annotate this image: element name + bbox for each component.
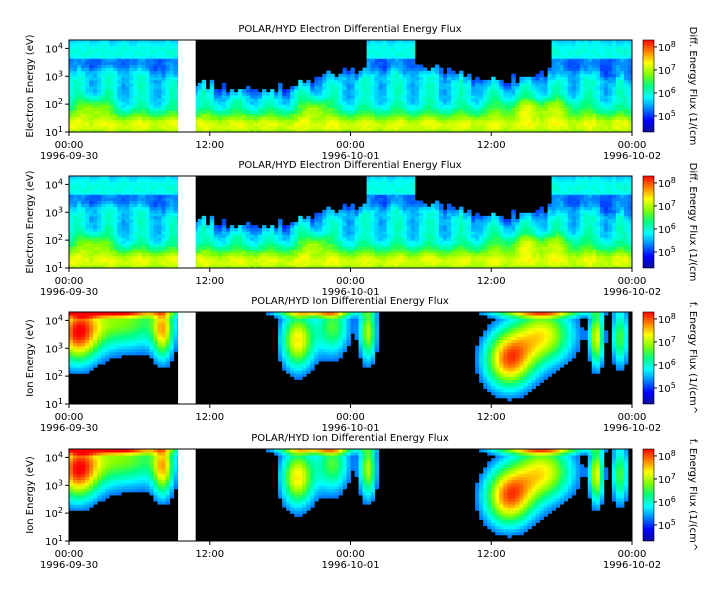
y-tick-label: 103	[45, 205, 63, 219]
x-tick-time: 12:00	[477, 276, 506, 287]
y-axis-label: Ion Energy (eV)	[25, 456, 36, 534]
data-gap	[178, 176, 196, 268]
x-tick-date: 1996-10-02	[603, 151, 661, 162]
y-tick-label: 104	[45, 313, 63, 327]
panel-title: POLAR/HYD Electron Differential Energy F…	[238, 160, 461, 171]
panel-4: POLAR/HYD Ion Differential Energy Flux Io…	[25, 433, 698, 571]
colorbar-tick-label: 108	[658, 40, 676, 54]
data-gap	[178, 40, 196, 132]
colorbar-tick-label: 106	[658, 495, 676, 509]
colorbar-tick-label: 105	[658, 245, 676, 259]
x-tick-date: 1996-09-30	[40, 151, 98, 162]
y-tick-label: 104	[45, 177, 63, 191]
x-tick-time: 12:00	[195, 276, 224, 287]
colorbar	[642, 311, 655, 405]
x-tick-date: 1996-09-30	[40, 423, 98, 434]
x-tick-time: 00:00	[618, 276, 647, 287]
panel-2: POLAR/HYD Electron Differential Energy F…	[25, 160, 698, 298]
x-tick-time: 12:00	[477, 549, 506, 560]
x-tick-date: 1996-10-01	[321, 287, 379, 298]
colorbar-label: Diff. Energy Flux (1/(cm	[687, 27, 698, 146]
colorbar-tick-label: 107	[658, 472, 676, 486]
colorbar	[642, 39, 655, 133]
x-tick-time: 00:00	[618, 549, 647, 560]
y-tick-label: 102	[45, 97, 63, 111]
y-tick-label: 102	[45, 369, 63, 383]
colorbar-tick-label: 107	[658, 199, 676, 213]
x-tick-time: 12:00	[477, 412, 506, 423]
x-tick-date: 1996-09-30	[40, 287, 98, 298]
colorbar-tick-label: 107	[658, 63, 676, 77]
colorbar-tick-label: 108	[658, 176, 676, 190]
colorbar-tick-label: 105	[658, 518, 676, 532]
colorbar-tick-label: 107	[658, 335, 676, 349]
colorbar-label: f. Energy Flux (1/(cm^	[687, 302, 698, 414]
panel-title: POLAR/HYD Ion Differential Energy Flux	[251, 433, 449, 444]
x-tick-time: 12:00	[195, 140, 224, 151]
y-axis-label: Electron Energy (eV)	[25, 34, 36, 137]
x-tick-time: 00:00	[618, 412, 647, 423]
colorbar-tick-label: 105	[658, 109, 676, 123]
x-tick-time: 00:00	[336, 140, 365, 151]
y-tick-label: 103	[45, 69, 63, 83]
x-tick-date: 1996-10-01	[321, 151, 379, 162]
x-tick-date: 1996-10-02	[603, 287, 661, 298]
spectrogram	[69, 176, 633, 269]
x-tick-time: 12:00	[477, 140, 506, 151]
y-tick-label: 102	[45, 506, 63, 520]
spectrogram	[69, 449, 629, 539]
panel-1: POLAR/HYD Electron Differential Energy F…	[25, 24, 698, 162]
panel-3: POLAR/HYD Ion Differential Energy Flux Io…	[25, 296, 698, 434]
x-tick-time: 12:00	[195, 412, 224, 423]
y-tick-label: 103	[45, 478, 63, 492]
y-tick-label: 104	[45, 41, 63, 55]
y-tick-label: 101	[45, 261, 63, 275]
y-axis-label: Ion Energy (eV)	[25, 319, 36, 397]
x-tick-date: 1996-10-01	[321, 423, 379, 434]
colorbar-tick-label: 106	[658, 86, 676, 100]
x-tick-date: 1996-10-02	[603, 423, 661, 434]
x-tick-time: 00:00	[55, 276, 84, 287]
x-tick-time: 00:00	[336, 276, 365, 287]
panel-title: POLAR/HYD Ion Differential Energy Flux	[251, 296, 449, 307]
data-gap	[178, 312, 196, 404]
colorbar-tick-label: 108	[658, 312, 676, 326]
panel-title: POLAR/HYD Electron Differential Energy F…	[238, 24, 461, 35]
y-tick-label: 101	[45, 534, 63, 548]
x-tick-time: 00:00	[55, 140, 84, 151]
colorbar-tick-label: 106	[658, 358, 676, 372]
x-tick-time: 00:00	[336, 549, 365, 560]
x-tick-time: 00:00	[55, 549, 84, 560]
x-tick-date: 1996-09-30	[40, 560, 98, 571]
y-tick-label: 103	[45, 341, 63, 355]
x-tick-time: 00:00	[618, 140, 647, 151]
data-gap	[178, 449, 196, 541]
y-tick-label: 101	[45, 397, 63, 411]
x-tick-time: 00:00	[336, 412, 365, 423]
x-tick-time: 00:00	[55, 412, 84, 423]
y-tick-label: 101	[45, 125, 63, 139]
colorbar-tick-label: 106	[658, 222, 676, 236]
x-tick-date: 1996-10-01	[321, 560, 379, 571]
x-tick-date: 1996-10-02	[603, 560, 661, 571]
y-tick-label: 102	[45, 233, 63, 247]
colorbar-label: Diff. Energy Flux (1/(cm	[687, 163, 698, 282]
colorbar	[642, 448, 655, 542]
y-axis-label: Electron Energy (eV)	[25, 170, 36, 273]
colorbar-label: f. Energy Flux (1/(cm^	[687, 439, 698, 551]
colorbar-tick-label: 105	[658, 381, 676, 395]
y-tick-label: 104	[45, 450, 63, 464]
colorbar	[642, 175, 655, 269]
colorbar-tick-label: 108	[658, 449, 676, 463]
x-tick-time: 12:00	[195, 549, 224, 560]
spectrogram	[69, 312, 629, 402]
